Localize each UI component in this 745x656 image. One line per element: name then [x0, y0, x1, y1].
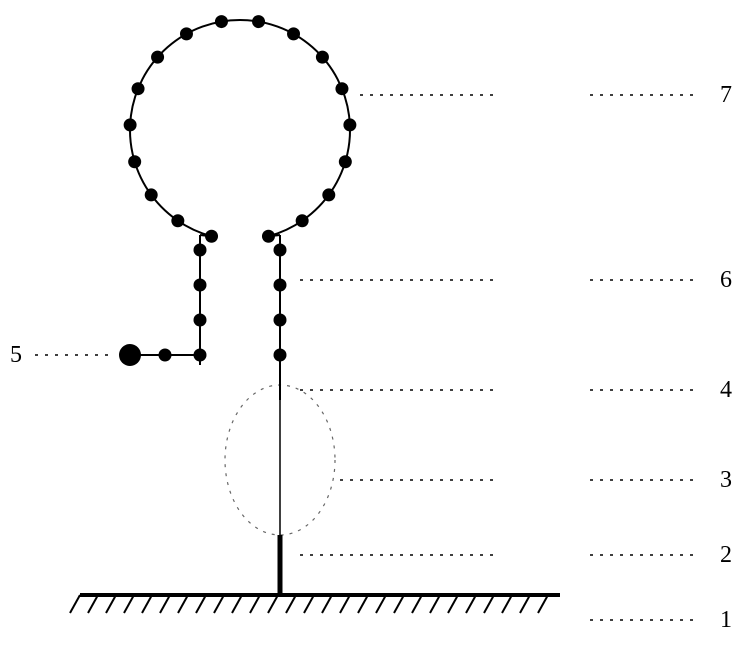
rna-hairpin-diagram [0, 0, 745, 656]
label-7: 7 [720, 82, 732, 109]
label-4: 4 [720, 377, 732, 404]
label-5: 5 [10, 342, 22, 369]
label-1: 1 [720, 607, 732, 634]
label-2: 2 [720, 542, 732, 569]
label-6: 6 [720, 267, 732, 294]
label-3: 3 [720, 467, 732, 494]
